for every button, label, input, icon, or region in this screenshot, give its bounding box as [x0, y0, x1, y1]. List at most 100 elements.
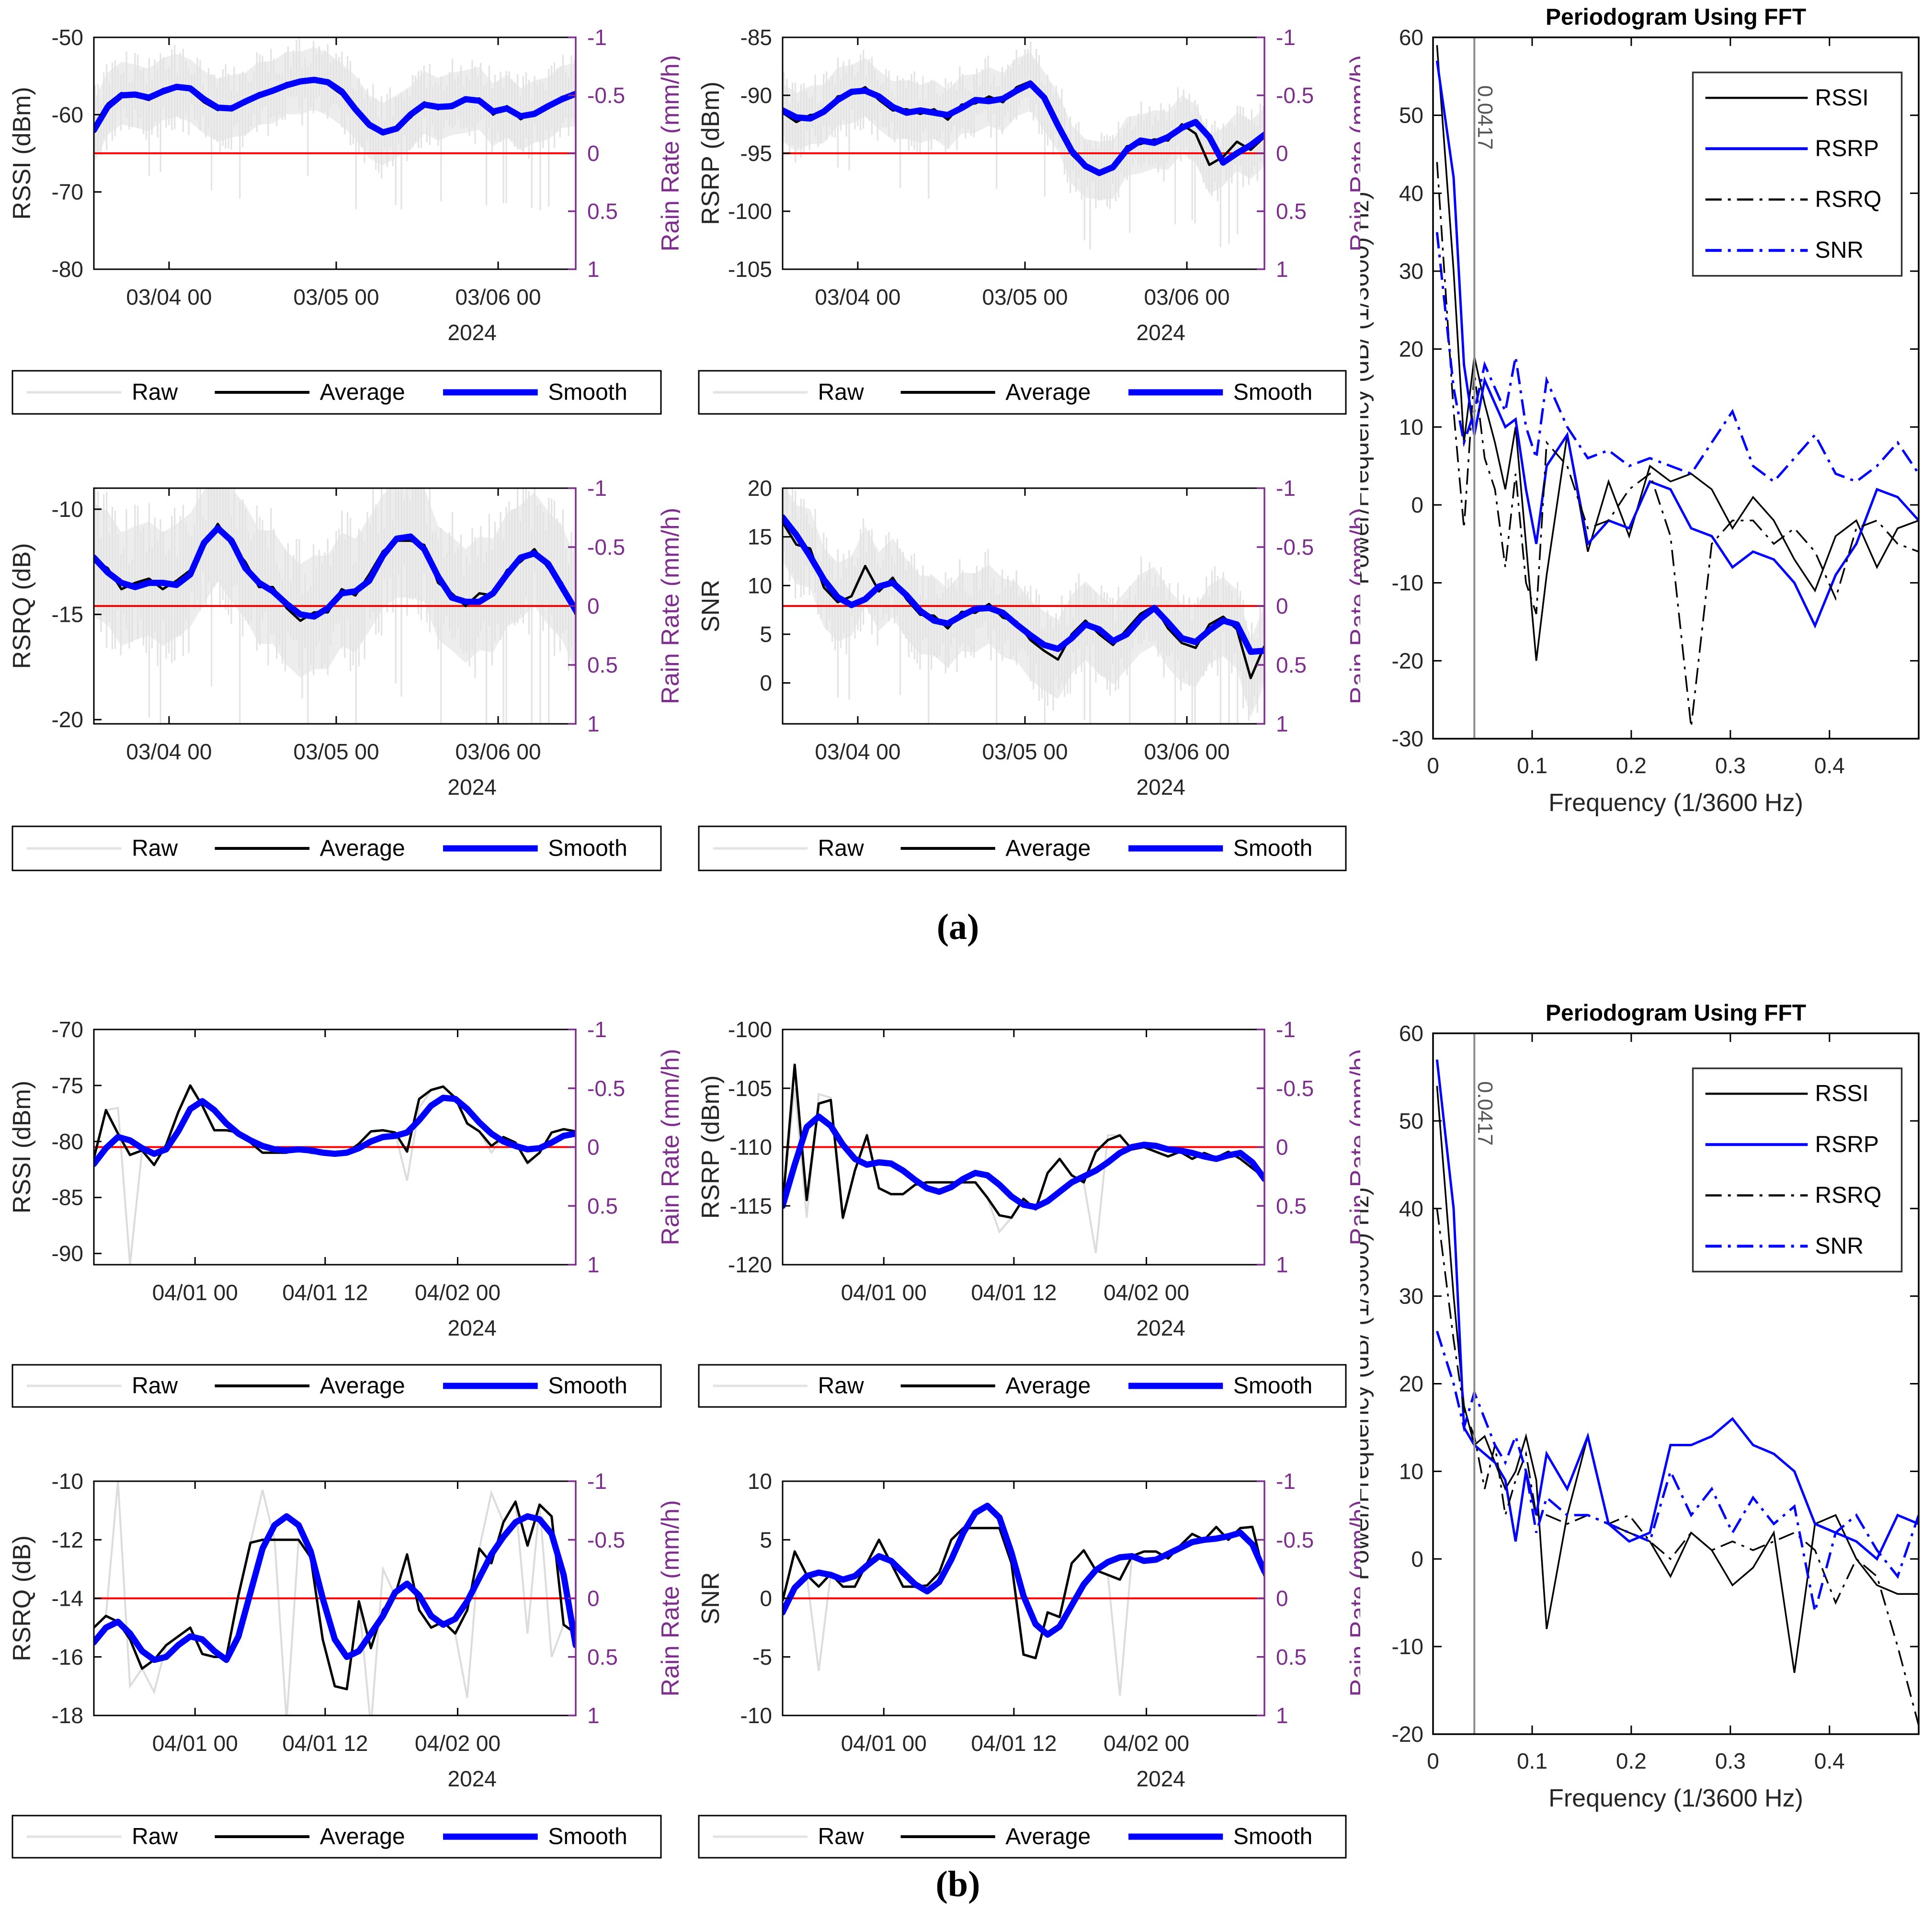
x-tick-label: 03/05 00 [982, 285, 1068, 309]
panel-label-a: (a) [936, 907, 979, 947]
y-tick-label: 10 [1399, 1459, 1423, 1484]
y-tick-label: 20 [1399, 337, 1423, 362]
legend-label-average: Average [1005, 836, 1091, 861]
chart-b-rsrq: -10 -12 -14 -16 -18 04/01 00 04/01 12 04/02 00 2… [0, 1444, 684, 1923]
year-label: 2024 [1137, 775, 1185, 800]
y-tick-label: 20 [748, 476, 772, 501]
y-tick-label: 10 [748, 573, 772, 598]
chart-svg-b_rssi: -70 -75 -80 -85 -90 04/01 00 04/01 12 04/02 00 2… [8, 1017, 684, 1408]
rain-tick-label: -1 [587, 25, 607, 50]
legend-label-average: Average [320, 1824, 405, 1850]
x-tick-label: 0 [1427, 753, 1439, 778]
y-tick-label: -10 [52, 497, 83, 522]
x-tick-label: 04/01 12 [971, 1280, 1057, 1305]
x-tick-label: 04/01 00 [841, 1280, 927, 1305]
y-axis-label: RSRQ (dB) [8, 1535, 36, 1661]
smooth-line [94, 77, 576, 136]
legend-label-raw: Raw [132, 380, 178, 405]
freq-marker-label: 0.0417 [1473, 85, 1497, 150]
rain-tick-label: 0 [1276, 1586, 1288, 1611]
x-tick-label: 04/02 00 [1104, 1280, 1189, 1305]
year-label: 2024 [1137, 320, 1185, 345]
y-tick-label: -5 [752, 1645, 772, 1669]
legend-label-raw: Raw [132, 1824, 178, 1850]
legend-label-average: Average [320, 836, 405, 861]
smooth-line [783, 1502, 1264, 1638]
y-tick-label: 10 [1399, 414, 1423, 439]
legend-label-rsrq: RSRQ [1815, 187, 1882, 212]
legend-box [1692, 1067, 1903, 1273]
legend-label-smooth: Smooth [548, 380, 627, 405]
plot-area [94, 38, 576, 210]
plot-area [1435, 45, 1919, 727]
y-tick-label: -60 [52, 102, 83, 127]
rain-tick-label: 1 [587, 257, 600, 282]
y-tick-label: 0 [1411, 492, 1423, 517]
legend-label-rssi: RSSI [1815, 85, 1869, 111]
legend-label-average: Average [320, 380, 405, 405]
legend-label-rsrq: RSRQ [1815, 1183, 1882, 1208]
y-tick-label: -12 [52, 1527, 83, 1552]
rain-tick-label: -0.5 [1276, 535, 1314, 560]
chart-b-snr: 10 5 0 -5 -10 04/01 00 04/01 12 04/02 00 2024 -1-… [680, 1444, 1373, 1923]
legend-label-raw: Raw [818, 1824, 864, 1850]
raw-noise [783, 488, 1264, 724]
chart-title: Periodogram Using FFT [1546, 5, 1806, 30]
rain-axis-label: Rain Rate (mm/h) [1345, 55, 1360, 252]
x-tick-label: 03/04 00 [126, 285, 212, 309]
y-axis-label: Power/Frequency (dB/ (1/3600) Hz) [1360, 1187, 1374, 1580]
rain-tick-label: 0 [587, 141, 600, 166]
fft-series-rssi [1436, 1086, 1919, 1673]
x-tick-label: 0 [1427, 1749, 1439, 1773]
y-tick-label: -15 [52, 602, 83, 627]
x-tick-label: 0.4 [1814, 1749, 1845, 1773]
y-tick-label: -18 [52, 1703, 83, 1728]
y-tick-label: 0 [760, 671, 772, 696]
y-tick-label: -10 [740, 1703, 772, 1728]
y-tick-label: 5 [760, 1527, 772, 1552]
y-tick-label: -120 [728, 1252, 772, 1277]
year-label: 2024 [448, 1315, 497, 1340]
legend-label-raw: Raw [818, 836, 864, 861]
rain-tick-label: 0 [587, 1135, 600, 1160]
x-axis-label: Frequency (1/3600 Hz) [1548, 1784, 1803, 1812]
y-tick-label: -10 [1392, 571, 1423, 595]
rain-tick-label: 0 [1276, 141, 1288, 166]
legend-label-smooth: Smooth [548, 1824, 627, 1850]
y-tick-label: 60 [1399, 25, 1423, 50]
y-axis-label: RSRQ (dB) [8, 543, 36, 669]
rain-tick-label: 1 [587, 1703, 600, 1728]
rain-tick-label: -0.5 [587, 83, 625, 108]
x-tick-label: 04/01 00 [152, 1280, 238, 1305]
legend-label-smooth: Smooth [1233, 1373, 1312, 1399]
y-tick-label: 0 [760, 1586, 772, 1611]
y-tick-label: 30 [1399, 259, 1423, 284]
y-axis-label: RSSI (dBm) [8, 1081, 36, 1213]
plot-area [783, 1502, 1264, 1696]
y-tick-label: -16 [52, 1645, 83, 1669]
plot-area [94, 488, 576, 724]
year-label: 2024 [448, 775, 497, 800]
x-tick-label: 03/04 00 [126, 739, 212, 764]
x-tick-label: 0.2 [1616, 1749, 1647, 1773]
legend-label-smooth: Smooth [1233, 380, 1312, 405]
rain-tick-label: 0.5 [1276, 1645, 1307, 1669]
y-tick-label: -14 [52, 1586, 83, 1611]
chart-title: Periodogram Using FFT [1546, 1001, 1806, 1026]
chart-b-periodogram: 0.0417 60 50 40 30 20 10 0 -10 -20 0 0.1 0.2 0.3 0.4 Pe… [1346, 996, 1923, 1858]
y-tick-label: -105 [728, 257, 772, 282]
x-tick-label: 0.1 [1517, 753, 1548, 778]
y-tick-label: -100 [728, 199, 772, 224]
x-tick-label: 04/01 00 [841, 1731, 927, 1756]
y-axis-label: Power/Frequency (dB/ (1/3600) Hz) [1360, 192, 1374, 585]
chart-a-periodogram: 0.0417 60 50 40 30 20 10 0 -10 -20 -30 0 0.1 0.2 0.3 0.… [1346, 0, 1923, 862]
rain-tick-label: -1 [587, 476, 607, 501]
y-tick-label: -80 [52, 257, 83, 282]
rain-tick-label: -0.5 [1276, 1076, 1314, 1101]
rain-axis-label: Rain Rate (mm/h) [1345, 1500, 1360, 1696]
plot-area [1435, 1059, 1919, 1726]
